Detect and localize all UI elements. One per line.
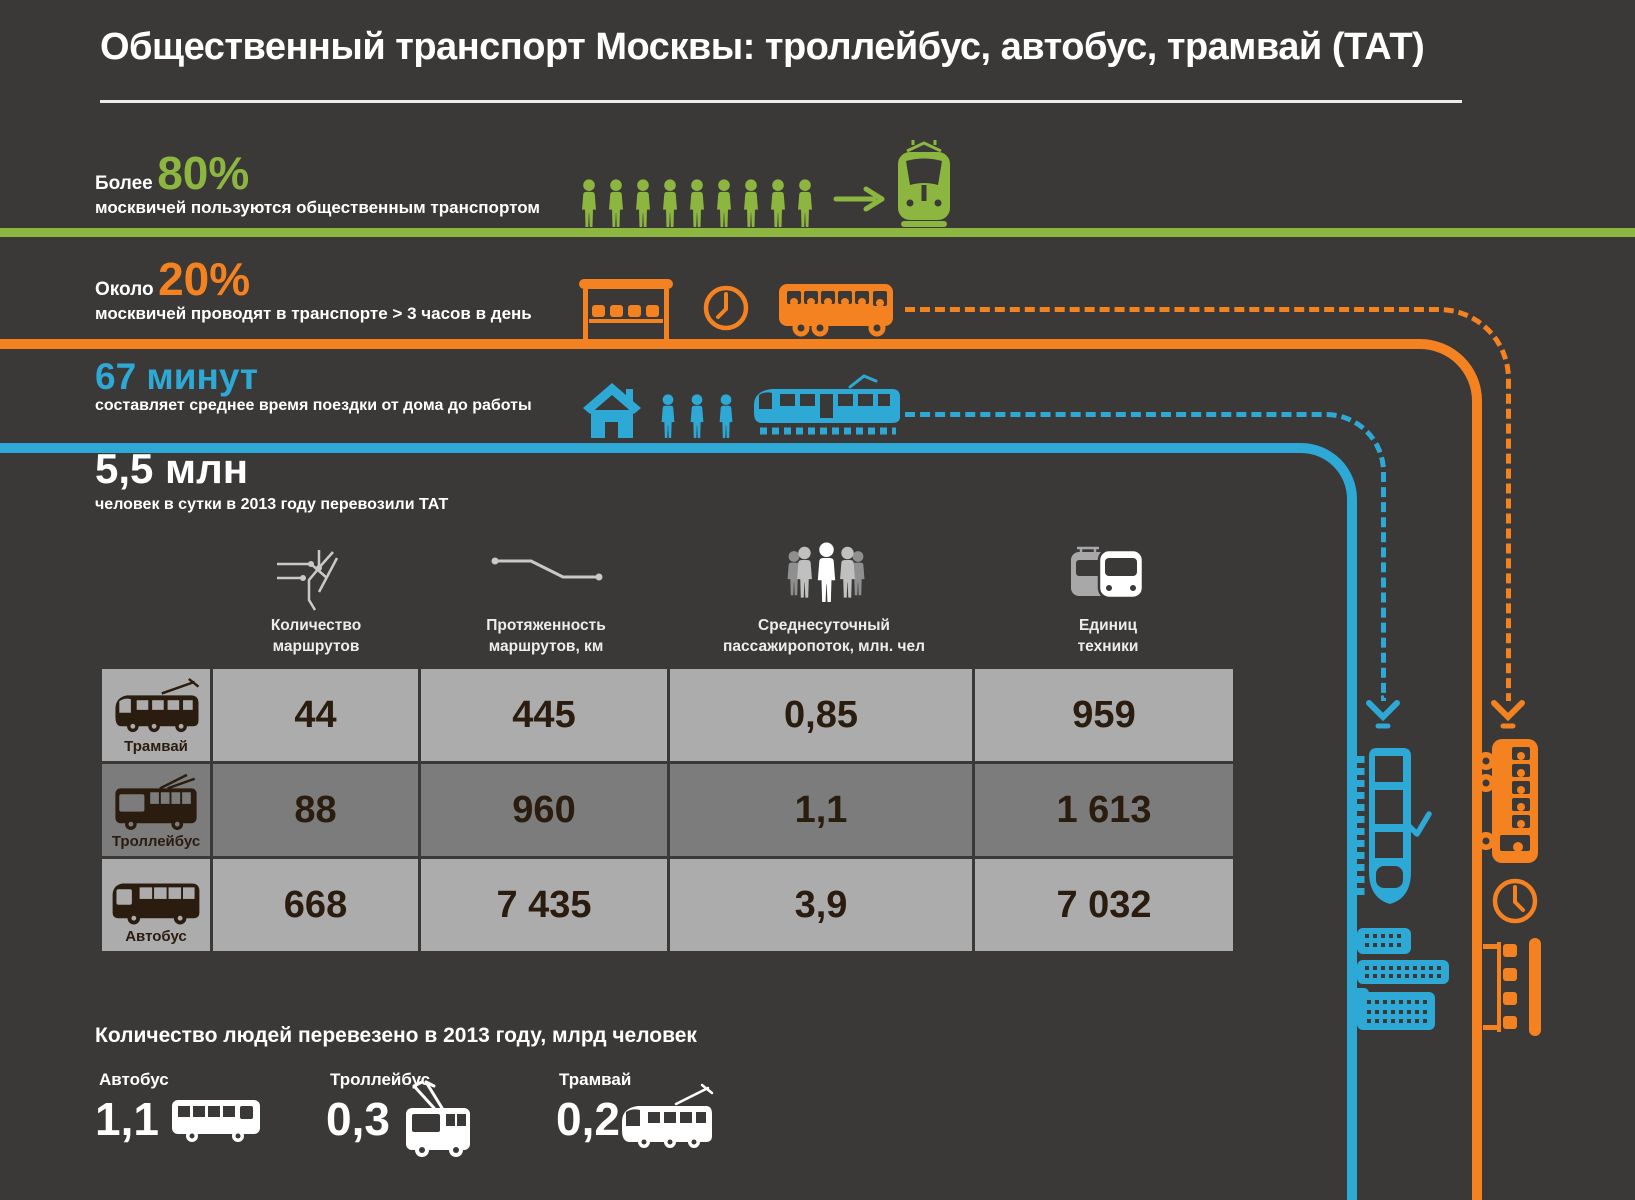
people-row-icon — [582, 179, 812, 227]
stat-value: 20% — [158, 253, 251, 305]
bus-side-icon — [779, 284, 893, 337]
people-group-icon — [661, 394, 733, 438]
tram-front-icon — [898, 140, 950, 227]
table-row-icon-cell: Троллейбус — [102, 764, 210, 856]
route-network-icon — [277, 550, 339, 611]
table-cell: 668 — [213, 859, 418, 951]
stat-value: 80% — [157, 147, 250, 199]
stat-ridership: Более 80% москвичей пользуются обществен… — [95, 150, 540, 218]
bus-dark-icon — [112, 883, 200, 925]
stat-value: 67 минут — [95, 356, 259, 397]
page-title: Общественный транспорт Москвы: троллейбу… — [100, 26, 1425, 68]
table-row-label: Автобус — [125, 928, 187, 945]
check-icon — [1406, 811, 1432, 837]
table-row-label: Трамвай — [124, 738, 188, 755]
table-cell: 959 — [975, 669, 1233, 761]
bus-white-icon — [172, 1100, 260, 1142]
trolleybus-dark-icon — [115, 773, 197, 830]
bus-stop-vertical-icon — [1483, 938, 1541, 1036]
stat-time-share: Около 20% москвичей проводят в транспорт… — [95, 256, 532, 324]
column-header: Количество маршрутов — [270, 617, 362, 655]
table-cell: 960 — [421, 764, 667, 856]
bus-stop-icon — [579, 279, 673, 339]
clock-icon — [1492, 878, 1538, 924]
carried-item-label: Автобус — [99, 1070, 169, 1089]
orange-dashed-route — [905, 307, 1511, 701]
tram-side-icon — [754, 374, 900, 435]
tram-white-icon — [622, 1083, 714, 1148]
passenger-flow-icon — [787, 542, 865, 602]
stat-prefix: Более — [95, 173, 153, 194]
stat-desc: москвичей проводят в транспорте > 3 часо… — [95, 304, 532, 323]
fleet-icon — [1071, 546, 1145, 600]
arrow-right-icon — [833, 186, 885, 212]
carried-item-label: Трамвай — [559, 1070, 632, 1089]
stat-value: 5,5 млн — [95, 445, 249, 492]
clock-icon — [703, 285, 749, 331]
stat-desc: москвичей пользуются общественным трансп… — [95, 198, 540, 217]
carried-title: Количество людей перевезено в 2013 году,… — [95, 1024, 697, 1047]
carried-item-value: 1,1 — [95, 1093, 159, 1145]
stat-trip-time: 67 минут составляет среднее время поездк… — [95, 358, 532, 415]
house-icon — [583, 383, 641, 438]
table-cell: 3,9 — [670, 859, 972, 951]
arrow-down-icon — [1491, 700, 1525, 729]
table-cell: 88 — [213, 764, 418, 856]
orange-route-line — [0, 339, 1482, 1200]
table-cell: 445 — [421, 669, 667, 761]
column-header: Единиц техники — [1077, 617, 1139, 655]
table-cell: 7 435 — [421, 859, 667, 951]
table-cell: 0,85 — [670, 669, 972, 761]
table-row-icon-cell: Трамвай — [102, 669, 210, 761]
table-row-label: Троллейбус — [111, 833, 201, 850]
stat-desc: составляет среднее время поездки от дома… — [95, 397, 532, 414]
table-cell: 1 613 — [975, 764, 1233, 856]
carried-item-value: 0,2 — [556, 1093, 620, 1145]
stat-desc: человек в сутки в 2013 году перевозили Т… — [95, 496, 449, 513]
stat-daily: 5,5 млн человек в сутки в 2013 году пере… — [95, 448, 448, 514]
column-header: Среднесуточный пассажиропоток, млн. чел — [723, 617, 925, 655]
tram-side-dark-icon — [115, 678, 200, 733]
bus-vertical-icon — [1477, 739, 1538, 863]
route-length-icon — [491, 557, 603, 581]
tram-vertical-icon — [1355, 748, 1411, 904]
trolleybus-white-icon — [406, 1080, 470, 1157]
table-row-icon-cell: Автобус — [102, 859, 210, 951]
carried-item-label: Троллейбус — [330, 1070, 431, 1089]
table-cell: 1,1 — [670, 764, 972, 856]
table-cell: 7 032 — [975, 859, 1233, 951]
transport-table: Трамвай 44 445 0,85 959 Троллейбус 88 96… — [102, 669, 1237, 951]
carried-item-value: 0,3 — [326, 1093, 390, 1145]
city-buildings-icon — [1347, 928, 1449, 1030]
title-divider — [100, 100, 1462, 103]
blue-route-line — [0, 443, 1357, 1200]
stat-prefix: Около — [95, 279, 154, 300]
blue-dashed-route — [905, 412, 1386, 701]
arrow-down-icon — [1366, 700, 1400, 729]
green-route-line — [0, 228, 1635, 237]
table-cell: 44 — [213, 669, 418, 761]
column-header: Протяженность маршрутов, км — [486, 617, 606, 655]
